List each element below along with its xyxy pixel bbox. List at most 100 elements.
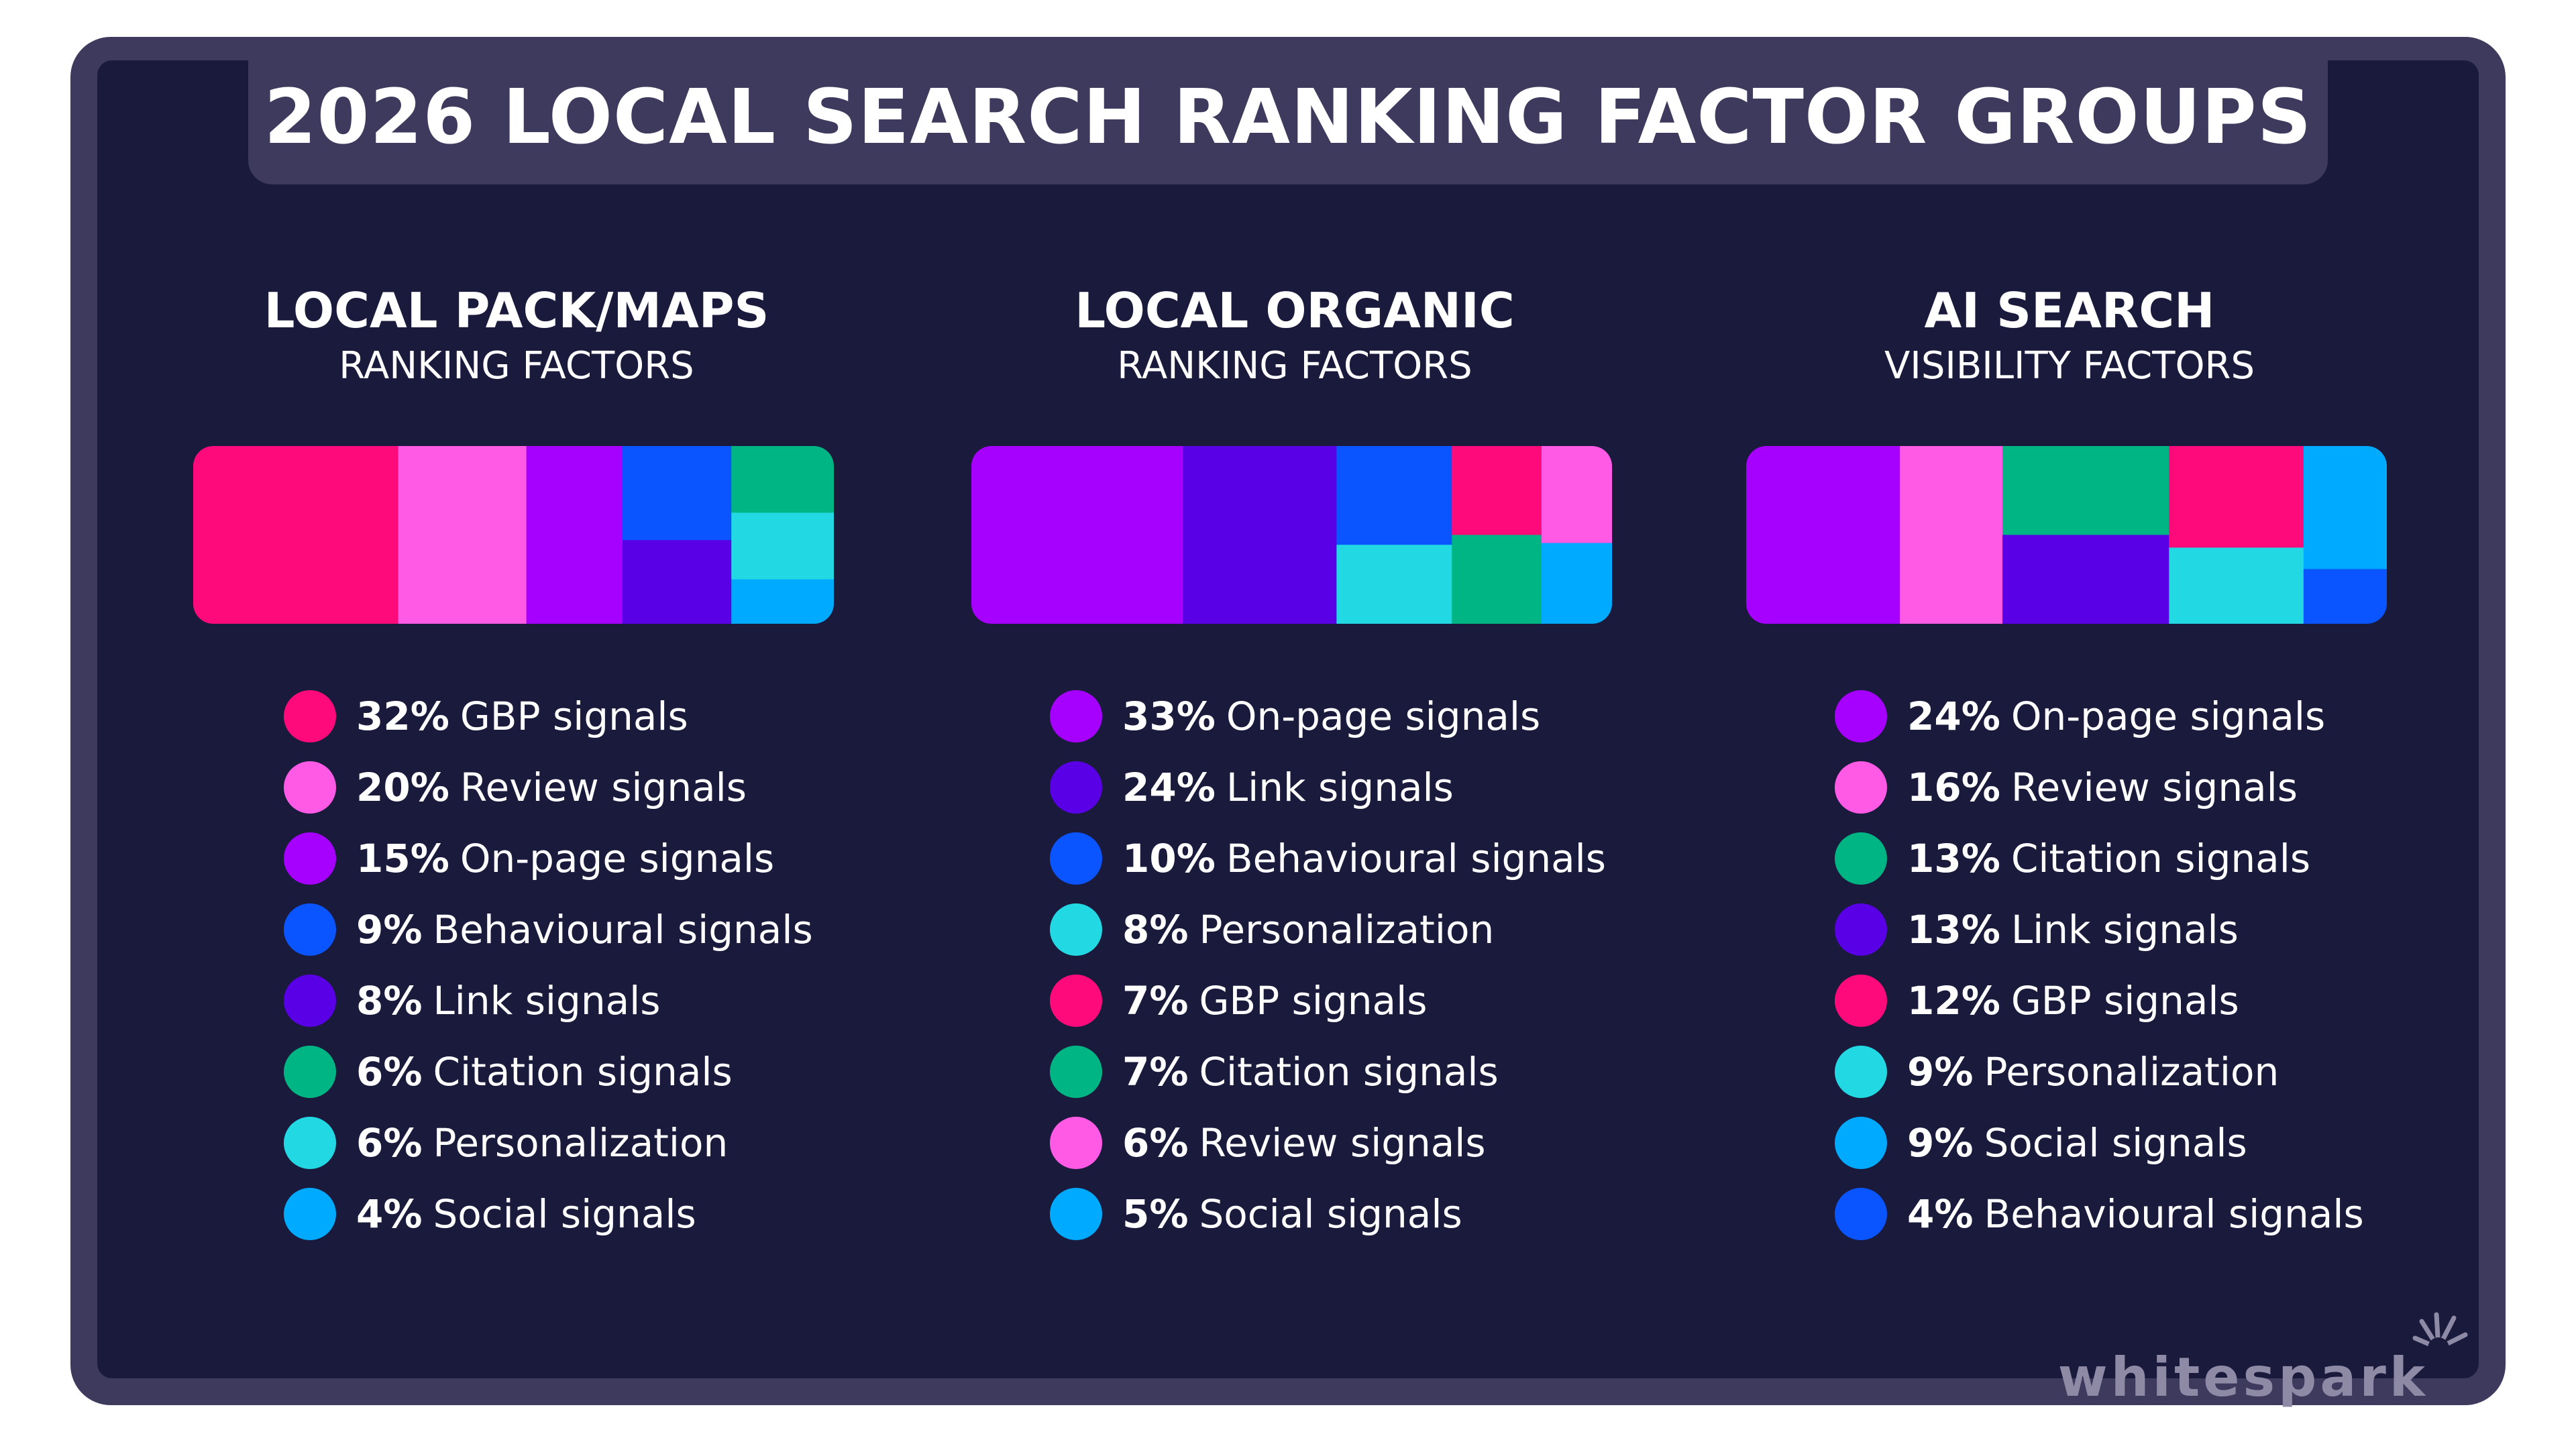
legend-label: Link signals — [1226, 765, 1454, 810]
legend-swatch — [284, 1117, 336, 1169]
legend-swatch — [284, 903, 336, 956]
legend-label: Social signals — [1199, 1191, 1462, 1237]
legend-value: 24% — [1907, 694, 2000, 739]
legend-item: 8% Personalization — [1050, 894, 1606, 965]
legend-swatch — [1050, 1188, 1102, 1240]
legend-label: Social signals — [433, 1191, 696, 1237]
column-title: LOCAL PACK/MAPS — [264, 282, 769, 339]
legend-value: 8% — [1122, 907, 1189, 952]
legend-item: 20% Review signals — [284, 752, 813, 823]
legend-swatch — [1050, 903, 1102, 956]
column-subtitle: RANKING FACTORS — [339, 344, 694, 388]
treemap-chart — [193, 446, 834, 624]
page-title: 2026 LOCAL SEARCH RANKING FACTOR GROUPS — [264, 74, 2312, 161]
legend-label: Link signals — [2010, 907, 2239, 952]
legend-swatch — [1050, 1046, 1102, 1098]
treemap-cell-review-signals — [398, 446, 527, 624]
treemap-cell-behavioural-signals — [2303, 569, 2387, 624]
legend-label: Citation signals — [433, 1049, 733, 1095]
legend-value: 13% — [1907, 836, 2000, 881]
legend-swatch — [284, 690, 336, 742]
treemap-cell-gbp-signals — [193, 446, 399, 624]
column-ai-search: AI SEARCH VISIBILITY FACTORS 24% On-page … — [1714, 282, 2425, 1240]
legend-label: Personalization — [1984, 1049, 2279, 1095]
legend-label: Personalization — [433, 1120, 729, 1166]
legend-swatch — [1050, 832, 1102, 885]
legend-item: 7% GBP signals — [1050, 965, 1606, 1036]
legend-item: 16% Review signals — [1835, 752, 2364, 823]
legend-item: 9% Behavioural signals — [284, 894, 813, 965]
treemap-cell-personalization — [731, 512, 834, 580]
legend-item: 9% Social signals — [1835, 1107, 2364, 1178]
legend-swatch — [1835, 832, 1887, 885]
legend-label: GBP signals — [460, 694, 688, 739]
column-subtitle: RANKING FACTORS — [1117, 344, 1472, 388]
legend-value: 24% — [1122, 765, 1216, 810]
treemap-chart — [1746, 446, 2387, 624]
legend-value: 9% — [356, 907, 423, 952]
legend-label: Review signals — [2010, 765, 2298, 810]
legend-label: GBP signals — [1199, 978, 1428, 1024]
legend-swatch — [284, 975, 336, 1027]
title-banner: 2026 LOCAL SEARCH RANKING FACTOR GROUPS — [248, 50, 2328, 184]
legend-label: On-page signals — [460, 836, 775, 881]
legend-label: Social signals — [1984, 1120, 2247, 1166]
legend-item: 4% Social signals — [284, 1178, 813, 1250]
treemap-cell-review-signals — [1900, 446, 2003, 624]
treemap-cell-personalization — [2169, 547, 2304, 624]
legend-item: 9% Personalization — [1835, 1036, 2364, 1107]
legend-value: 15% — [356, 836, 449, 881]
column-local-pack: LOCAL PACK/MAPS RANKING FACTORS 32% GBP s… — [161, 282, 872, 1240]
legend-item: 13% Citation signals — [1835, 823, 2364, 894]
legend-value: 13% — [1907, 907, 2000, 952]
spark-icon — [2412, 1312, 2468, 1359]
legend-value: 8% — [356, 978, 423, 1024]
legend-label: Citation signals — [1199, 1049, 1499, 1095]
treemap-cell-review-signals — [1541, 446, 1612, 544]
legend-swatch — [284, 761, 336, 814]
treemap-cell-citation-signals — [1452, 535, 1542, 624]
legend-list: 24% On-page signals 16% Review signals 13% Ci… — [1835, 681, 2364, 1250]
legend-label: Review signals — [1199, 1120, 1486, 1166]
legend-value: 6% — [1122, 1120, 1189, 1166]
treemap-svg — [193, 446, 834, 624]
legend-item: 6% Personalization — [284, 1107, 813, 1178]
treemap-cell-link-signals — [1183, 446, 1337, 624]
legend-label: Citation signals — [2010, 836, 2311, 881]
treemap-cell-behavioural-signals — [622, 446, 732, 541]
legend-item: 32% GBP signals — [284, 681, 813, 752]
treemap-cell-behavioural-signals — [1336, 446, 1452, 545]
legend-value: 20% — [356, 765, 449, 810]
legend-value: 16% — [1907, 765, 2000, 810]
legend-swatch — [284, 832, 336, 885]
column-header: LOCAL ORGANIC RANKING FACTORS — [939, 282, 1650, 393]
legend-label: Behavioural signals — [433, 907, 813, 952]
legend-item: 15% On-page signals — [284, 823, 813, 894]
column-title: LOCAL ORGANIC — [1075, 282, 1515, 339]
legend-swatch — [1050, 761, 1102, 814]
brand-wordmark: whitespark — [2057, 1346, 2428, 1409]
legend-value: 6% — [356, 1120, 423, 1166]
legend-item: 33% On-page signals — [1050, 681, 1606, 752]
brand-logo: whitespark — [2058, 1301, 2475, 1409]
legend-swatch — [1835, 1117, 1887, 1169]
legend-label: On-page signals — [2010, 694, 2326, 739]
column-title: AI SEARCH — [1924, 282, 2215, 339]
legend-label: On-page signals — [1226, 694, 1541, 739]
column-subtitle: VISIBILITY FACTORS — [1884, 344, 2255, 388]
legend-swatch — [1050, 690, 1102, 742]
legend-value: 12% — [1907, 978, 2000, 1024]
legend-swatch — [1835, 1046, 1887, 1098]
legend-swatch — [1835, 975, 1887, 1027]
legend-item: 24% On-page signals — [1835, 681, 2364, 752]
legend-item: 8% Link signals — [284, 965, 813, 1036]
treemap-cell-on-page-signals — [971, 446, 1183, 624]
legend-swatch — [1050, 975, 1102, 1027]
treemap-cell-on-page-signals — [1746, 446, 1900, 624]
legend-item: 24% Link signals — [1050, 752, 1606, 823]
legend-item: 12% GBP signals — [1835, 965, 2364, 1036]
legend-value: 7% — [1122, 978, 1189, 1024]
legend-swatch — [1835, 761, 1887, 814]
legend-value: 9% — [1907, 1120, 1974, 1166]
treemap-cell-citation-signals — [731, 446, 834, 513]
